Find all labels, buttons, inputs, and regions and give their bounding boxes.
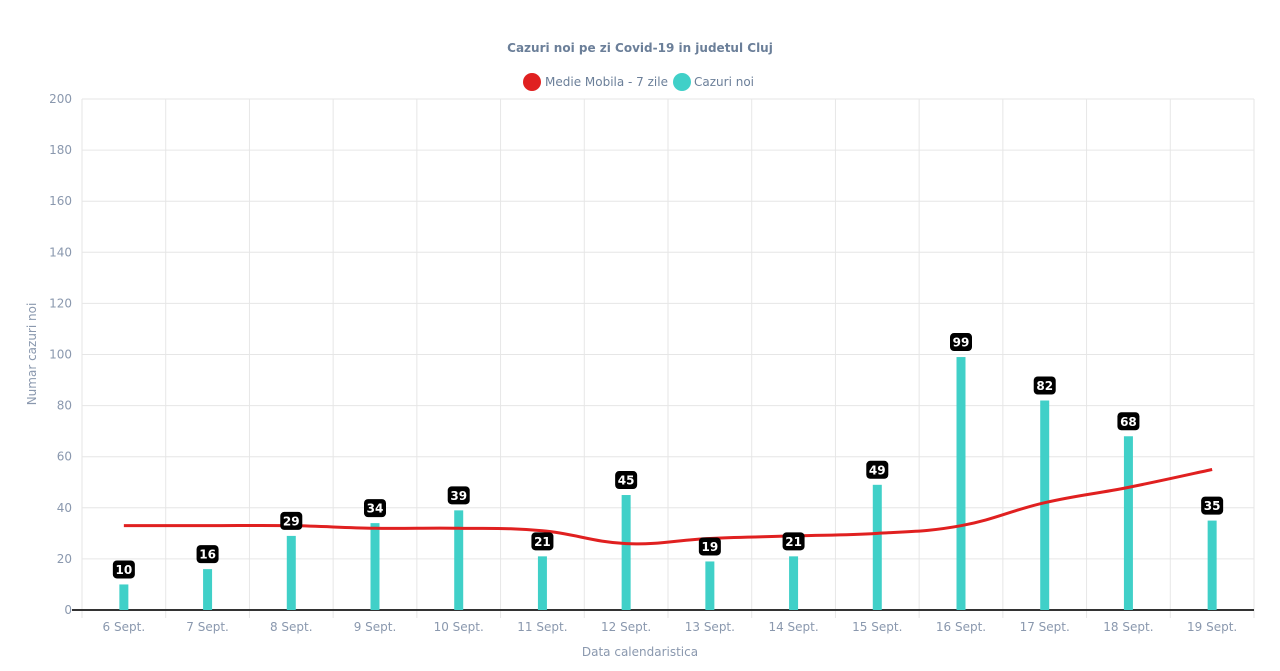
bar[interactable] [119,584,129,610]
x-tick-label: 19 Sept. [1187,620,1237,634]
legend-marker-new-cases [673,73,691,91]
data-label-box [1033,376,1056,395]
data-label-box [447,486,470,505]
data-label: 29 [280,511,303,530]
bars-series [119,357,1217,610]
y-tick-label: 40 [57,501,72,515]
x-tick-label: 13 Sept. [685,620,735,634]
x-tick-label: 10 Sept. [434,620,484,634]
data-label: 10 [112,560,135,579]
legend-item-moving-average[interactable]: Medie Mobila - 7 zile [523,73,668,91]
bar[interactable] [956,357,966,610]
data-label-box [950,333,972,352]
data-label: 21 [531,532,554,551]
data-label-text: 21 [534,535,551,549]
y-tick-label: 160 [49,194,72,208]
y-tick-label: 0 [64,603,72,617]
legend-label-moving-average: Medie Mobila - 7 zile [545,75,668,89]
bar[interactable] [789,556,799,610]
data-label-box [196,545,219,564]
legend-label-new-cases: Cazuri noi [694,75,754,89]
data-label-text: 82 [1036,379,1053,393]
y-tick-label: 60 [57,450,72,464]
legend-item-new-cases[interactable]: Cazuri noi [673,73,754,91]
data-label-box [1117,412,1140,431]
y-axis-title: Numar cazuri noi [25,303,39,406]
y-axis-ticks: 0 20 40 60 80 100 120 140 160 180 200 [49,92,72,617]
data-label: 19 [698,537,721,556]
data-label: 39 [447,486,470,505]
x-axis-ticks: 6 Sept. 7 Sept. 8 Sept. 9 Sept. 10 Sept. 11 S… [103,620,1238,634]
data-label-box [531,532,554,551]
data-label: 99 [950,333,972,352]
y-tick-label: 80 [57,399,72,413]
data-label: 16 [196,545,219,564]
bar[interactable] [203,569,213,610]
data-label-text: 10 [116,563,133,577]
bar[interactable] [621,495,631,610]
data-label: 21 [782,532,805,551]
x-axis-title: Data calendaristica [582,645,698,659]
data-label-text: 34 [367,502,384,516]
x-tick-label: 12 Sept. [601,620,651,634]
data-label: 35 [1201,496,1224,515]
bar[interactable] [872,484,882,610]
bar[interactable] [370,523,380,610]
data-label-box [364,499,386,518]
data-label-box [1201,496,1224,515]
y-tick-label: 100 [49,348,72,362]
data-label-box [698,537,721,556]
data-label-text: 49 [869,463,886,477]
x-tick-label: 15 Sept. [852,620,902,634]
data-label-text: 29 [283,514,300,528]
data-label-text: 39 [450,489,467,503]
data-label-text: 99 [953,336,970,350]
bar[interactable] [1207,520,1217,610]
bar[interactable] [454,510,464,610]
data-label: 49 [866,460,889,479]
x-tick-label: 9 Sept. [354,620,397,634]
legend-marker-moving-average [523,73,541,91]
data-label: 45 [615,471,638,490]
y-tick-label: 200 [49,92,72,106]
y-tick-label: 120 [49,296,72,310]
data-label-text: 68 [1120,415,1137,429]
bar[interactable] [537,556,547,610]
data-label-text: 35 [1204,499,1221,513]
data-label-box [615,471,638,490]
legend: Medie Mobila - 7 zile Cazuri noi [523,73,754,91]
data-label: 82 [1033,376,1056,395]
data-label: 34 [364,499,386,518]
y-tick-label: 20 [57,552,72,566]
bar[interactable] [705,561,715,610]
chart-title: Cazuri noi pe zi Covid-19 in judetul Clu… [507,41,773,55]
data-label-box [280,511,303,530]
data-label: 68 [1117,412,1140,431]
y-tick-label: 180 [49,143,72,157]
data-label-box [782,532,805,551]
data-label-text: 16 [199,548,216,562]
x-tick-label: 14 Sept. [768,620,818,634]
x-tick-label: 16 Sept. [936,620,986,634]
x-tick-label: 6 Sept. [103,620,146,634]
data-label-text: 45 [618,474,635,488]
bar[interactable] [1040,400,1050,610]
data-label-box [866,460,889,479]
data-label-text: 21 [785,535,802,549]
bar[interactable] [286,535,296,610]
bar[interactable] [1123,436,1133,610]
grid [72,98,1255,618]
data-label-text: 19 [702,540,719,554]
data-labels: 10 16 29 34 39 21 45 19 21 49 99 82 68 35 [112,333,1224,579]
x-tick-label: 11 Sept. [517,620,567,634]
data-label-box [112,560,135,579]
y-tick-label: 140 [49,245,72,259]
x-tick-label: 17 Sept. [1020,620,1070,634]
x-tick-label: 8 Sept. [270,620,313,634]
x-tick-label: 7 Sept. [186,620,229,634]
x-tick-label: 18 Sept. [1103,620,1153,634]
